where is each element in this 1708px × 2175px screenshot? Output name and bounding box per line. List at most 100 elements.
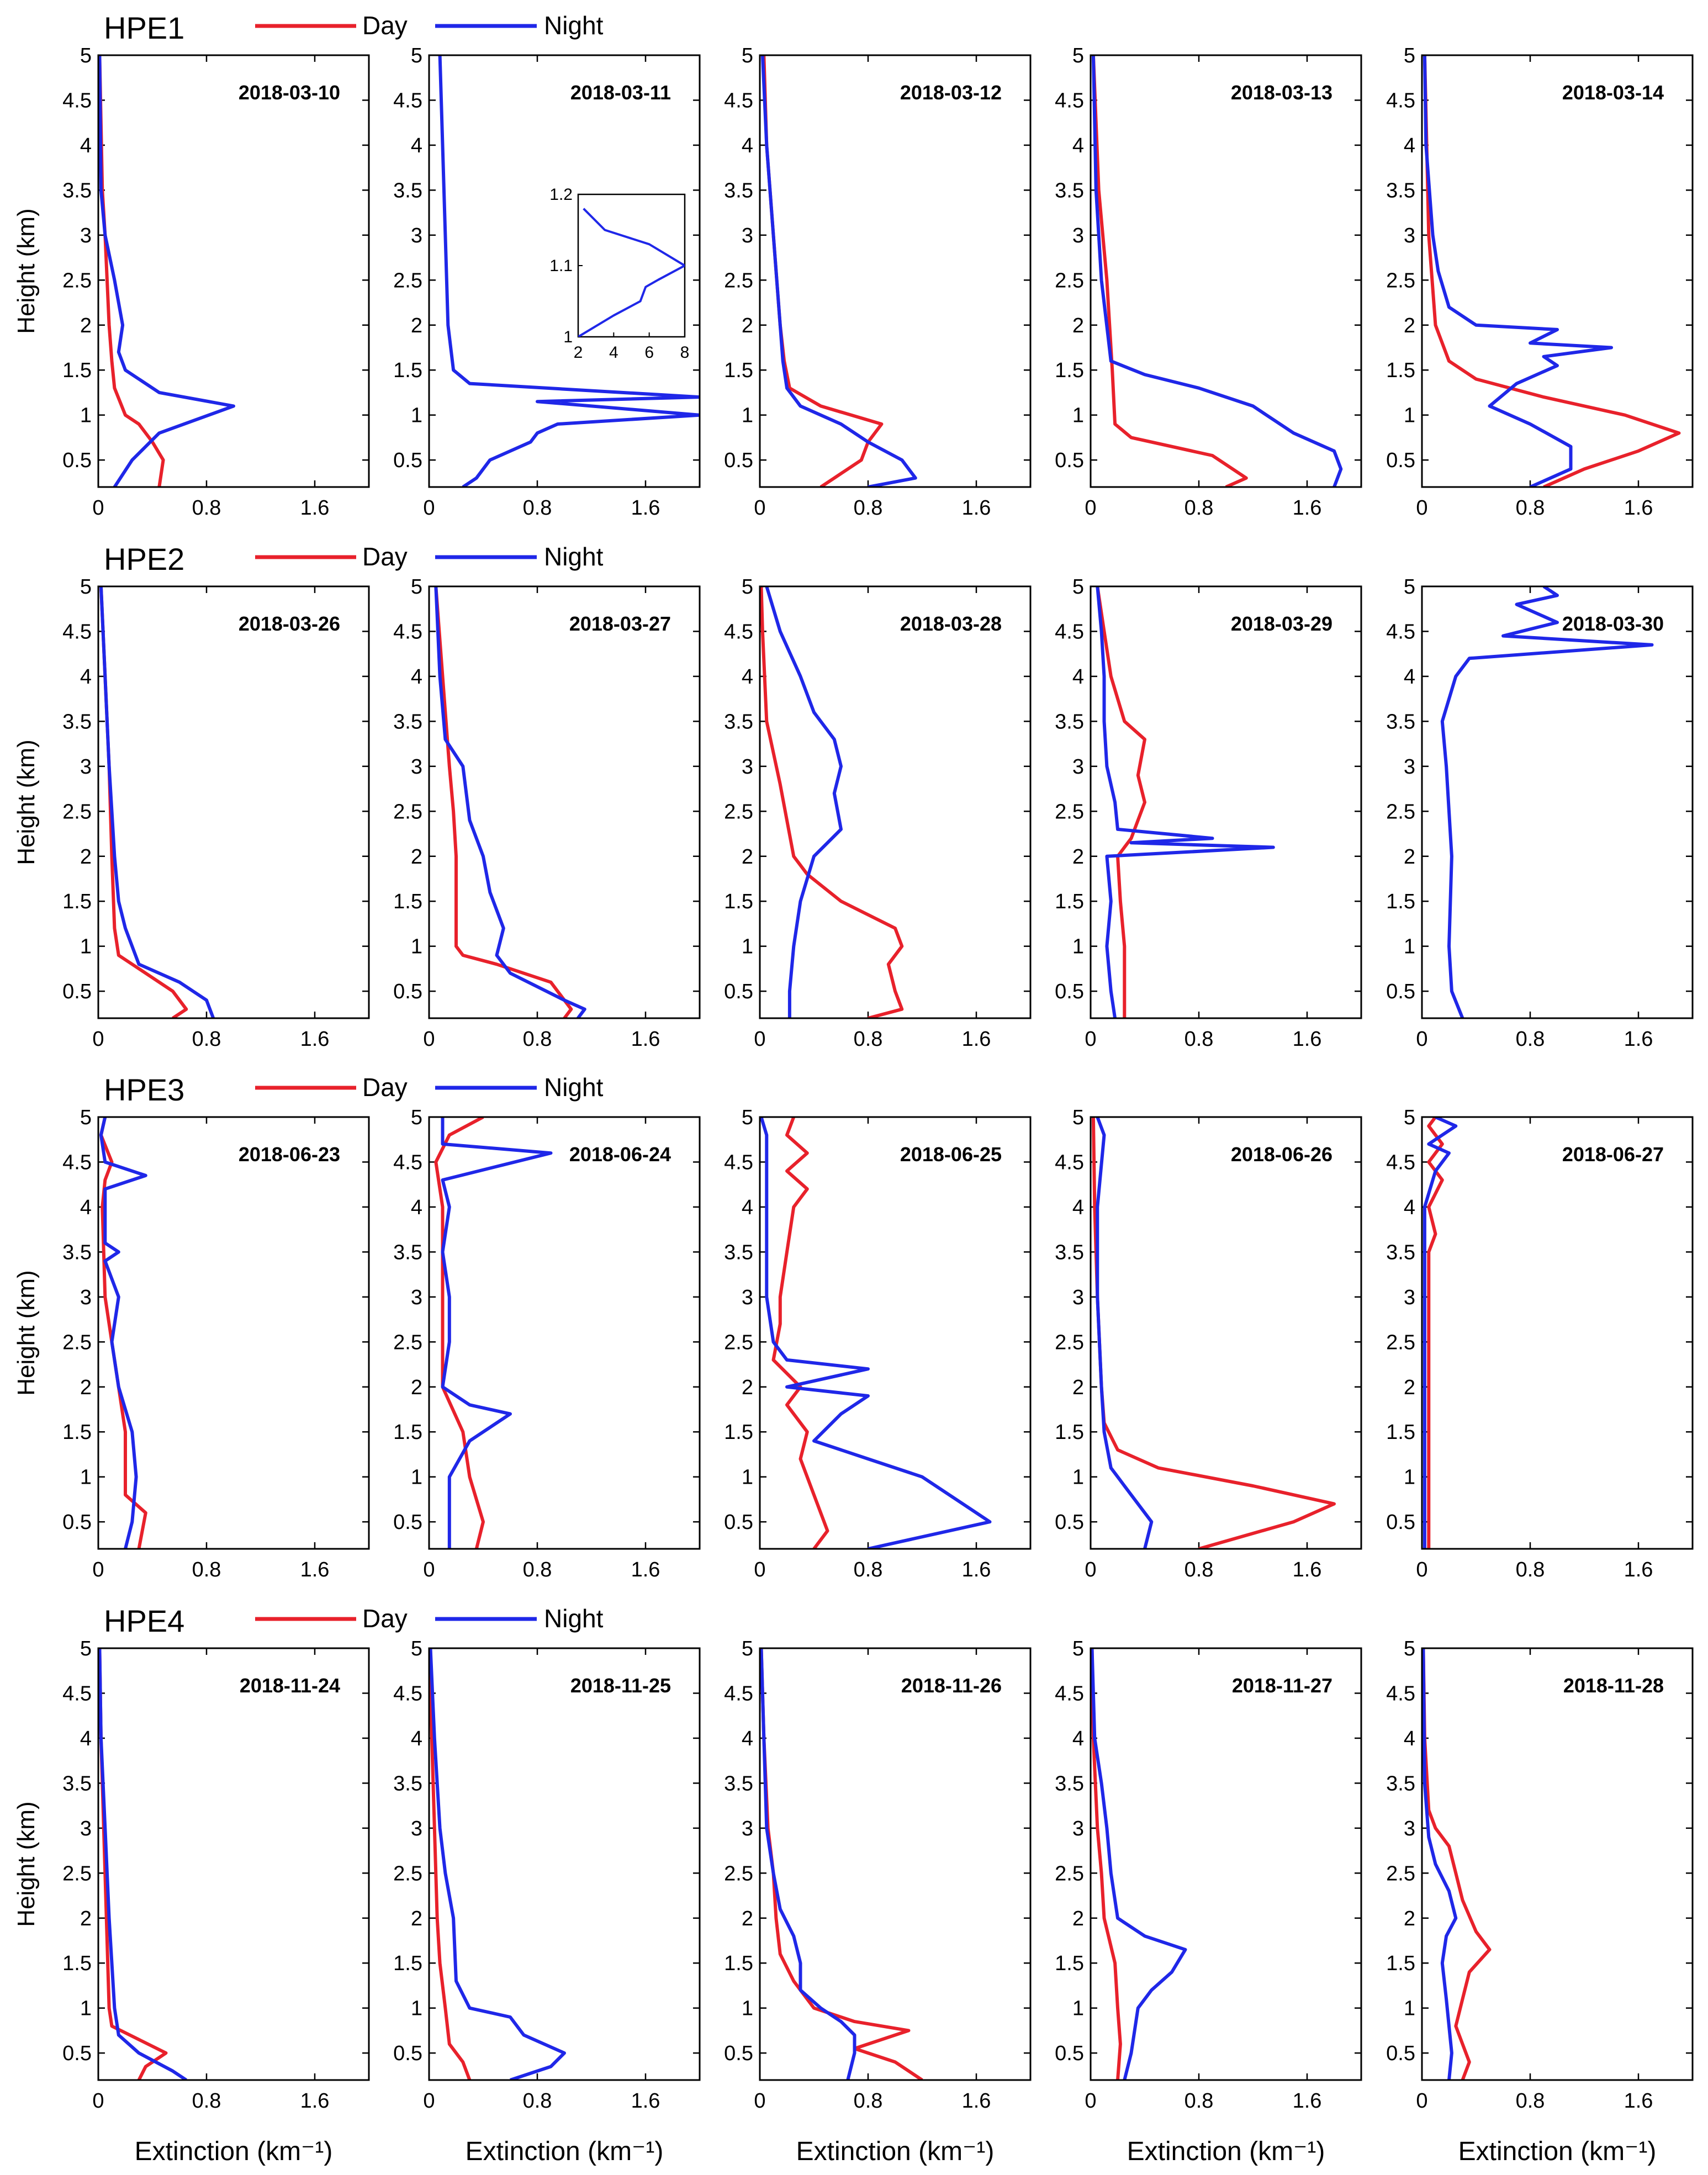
y-tick-label: 1.5 [1386,1952,1415,1975]
legend-night-label: Night [544,11,604,40]
x-tick-label: 1.6 [1293,496,1322,520]
y-tick-label: 1 [1072,1997,1084,2020]
x-tick-label: 1.6 [631,1028,660,1051]
series-night-line [438,55,700,487]
y-tick-label: 4 [80,1727,92,1750]
y-tick-label: 1.5 [1055,890,1084,913]
series-night-line [760,55,917,487]
y-tick-label: 2 [80,845,92,869]
series-day-line [1091,1648,1122,2080]
plot-frame [428,585,701,1019]
inset-y-tick-label: 1.2 [549,186,573,204]
plot-frame [97,54,370,488]
y-tick-label: 4.5 [1055,1682,1084,1705]
y-tick-label: 3.5 [1055,1241,1084,1264]
y-tick-label: 5 [742,44,753,67]
y-tick-label: 0.5 [393,980,422,1003]
y-tick-label: 4 [411,1727,422,1750]
panel-2018-03-12: 0.5 1 1.5 2 2.5 3 3.5 4 4.5 5 0 0.8 1.6 2018-03-12 [724,44,1032,520]
y-tick-label: 4.5 [62,620,92,643]
y-tick-label: 1 [80,1997,92,2020]
y-tick-label: 5 [80,575,92,599]
series-night-line [760,1648,856,2080]
series-night-line [1096,1117,1154,1549]
legend-night-label: Night [544,1604,604,1633]
y-axis-label: Height (km) [13,739,40,865]
series-night-line [1091,55,1343,487]
x-tick-label: 1.6 [631,496,660,520]
x-tick-label: 0 [1416,496,1427,520]
series-night-line [99,1117,147,1549]
panel-2018-06-27: 0.5 1 1.5 2 2.5 3 3.5 4 4.5 5 0 0.8 1.6 2018-06-27 [1386,1106,1694,1581]
y-tick-label: 2 [411,845,422,869]
plot-frame [759,1116,1032,1550]
x-tick-label: 0 [1416,1558,1427,1581]
panel-date-label: 2018-06-25 [900,1143,1002,1166]
x-tick-label: 0.8 [1516,496,1545,520]
y-tick-label: 2.5 [62,1331,92,1354]
x-tick-label: 0.8 [1185,496,1214,520]
panel-2018-11-27: 0.5 1 1.5 2 2.5 3 3.5 4 4.5 5 0 0.8 1.6 2018-11-27 Ext… [1055,1637,1362,2166]
y-tick-label: 1.5 [1055,1421,1084,1444]
event-hpe1: HPE1 Day Night Height (km) 0.5 1 1.5 2 2.5 3 3.5 4 4… [13,10,1694,520]
y-tick-label: 2 [742,314,753,337]
panel-2018-06-24: 0.5 1 1.5 2 2.5 3 3.5 4 4.5 5 0 0.8 1.6 2018-06-24 [393,1106,701,1581]
y-tick-label: 0.5 [393,449,422,472]
y-tick-label: 4 [80,1196,92,1219]
legend-day-label: Day [362,1604,408,1633]
y-tick-label: 2.5 [1055,1331,1084,1354]
y-tick-label: 5 [1072,575,1084,599]
series-day-line [1091,1117,1336,1549]
y-tick-label: 1.5 [1386,890,1415,913]
event-label: HPE2 [104,542,184,576]
x-tick-label: 0 [92,1558,104,1581]
panel-2018-11-28: 0.5 1 1.5 2 2.5 3 3.5 4 4.5 5 0 0.8 1.6 2018-11-28 Ext… [1386,1637,1694,2166]
x-tick-label: 0.8 [192,1558,221,1581]
x-tick-label: 1.6 [962,496,991,520]
y-tick-label: 3 [80,224,92,247]
y-tick-label: 3 [80,1286,92,1309]
y-tick-label: 2.5 [1386,269,1415,292]
x-tick-label: 0 [1416,2089,1427,2113]
inset-x-tick-label: 2 [574,343,583,362]
y-tick-label: 1 [80,1466,92,1489]
x-tick-label: 0 [92,496,104,520]
y-tick-label: 2.5 [724,269,753,292]
x-axis-label: Extinction (km⁻¹) [135,2137,333,2166]
panel-date-label: 2018-11-25 [570,1674,671,1697]
series-night-line [760,1117,992,1549]
x-tick-label: 0.8 [523,2089,552,2113]
x-tick-label: 0 [1085,1028,1096,1051]
y-tick-label: 4 [1404,134,1415,157]
y-tick-label: 0.5 [724,2042,753,2065]
x-tick-label: 1.6 [300,1558,330,1581]
series-night-line [98,1648,187,2080]
y-tick-label: 4.5 [62,1682,92,1705]
plot-frame [759,585,1032,1019]
y-tick-label: 4.5 [724,89,753,112]
y-tick-label: 1.5 [724,890,753,913]
y-tick-label: 2.5 [62,1862,92,1885]
y-tick-label: 3 [742,1817,753,1840]
y-tick-label: 1 [1404,1997,1415,2020]
y-tick-label: 2.5 [1055,800,1084,823]
x-tick-label: 0 [92,2089,104,2113]
x-tick-label: 0.8 [523,1558,552,1581]
y-tick-label: 3 [742,755,753,779]
x-tick-label: 1.6 [1624,2089,1653,2113]
y-tick-label: 3.5 [1386,179,1415,202]
y-tick-label: 4 [1072,134,1084,157]
panel-date-label: 2018-11-26 [901,1674,1002,1697]
y-tick-label: 1.5 [1055,359,1084,382]
y-tick-label: 2.5 [393,1862,422,1885]
y-tick-label: 0.5 [1386,2042,1415,2065]
y-tick-label: 5 [80,1637,92,1660]
y-tick-label: 1 [80,404,92,427]
event-label: HPE3 [104,1072,184,1107]
panel-2018-11-24: 0.5 1 1.5 2 2.5 3 3.5 4 4.5 5 0 0.8 1.6 2018-11-24 Ext… [62,1637,370,2166]
y-tick-label: 3 [1072,1817,1084,1840]
y-tick-label: 1 [742,404,753,427]
y-tick-label: 2.5 [393,800,422,823]
y-tick-label: 4 [80,134,92,157]
